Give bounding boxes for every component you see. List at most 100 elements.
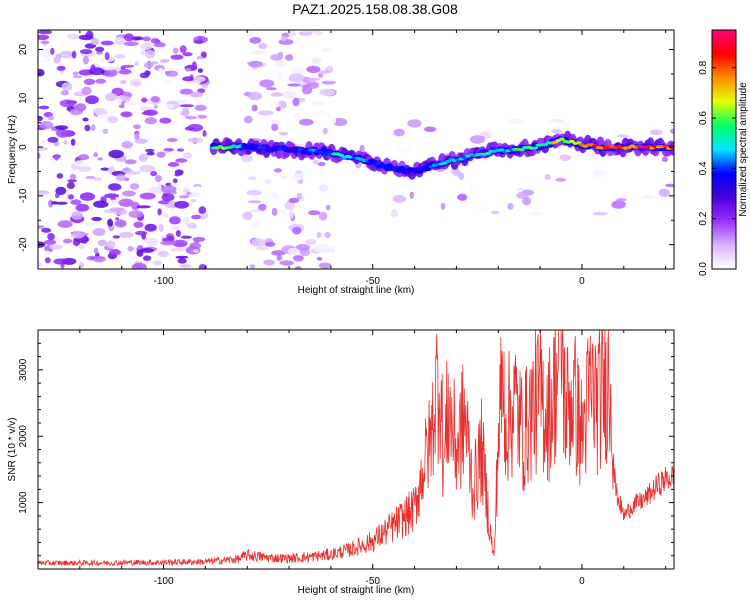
noise-blob	[279, 208, 288, 213]
noise-blob	[95, 46, 105, 53]
noise-blob	[294, 266, 302, 269]
noise-blob	[138, 164, 155, 173]
noise-blob	[190, 199, 197, 203]
noise-blob	[38, 105, 50, 110]
noise-blob	[90, 64, 96, 72]
noise-blob	[144, 223, 157, 232]
noise-blob	[128, 210, 144, 219]
noise-blob	[55, 201, 68, 205]
noise-blob	[150, 170, 158, 177]
noise-blob	[59, 99, 75, 108]
noise-blob	[191, 61, 197, 71]
noise-blob	[85, 175, 95, 180]
noise-blob	[107, 218, 114, 227]
ridge-core	[391, 166, 398, 170]
noise-blob	[313, 221, 319, 230]
noise-blob	[38, 30, 53, 35]
noise-blob	[85, 95, 99, 105]
noise-blob	[116, 98, 122, 106]
noise-blob	[298, 31, 313, 36]
noise-blob	[277, 100, 287, 109]
noise-blob	[70, 231, 85, 239]
noise-blob	[133, 124, 141, 129]
noise-blob	[249, 37, 262, 44]
colorbar: 0.0 0.2 0.4 0.6 0.8 Normalized spectral ampli…	[698, 29, 749, 276]
ridge-core	[662, 144, 669, 148]
noise-blob	[264, 179, 273, 184]
noise-blob	[69, 173, 77, 180]
noise-blob	[285, 54, 294, 61]
noise-blob	[147, 240, 158, 247]
noise-blob	[316, 232, 322, 238]
noise-blob	[275, 59, 286, 68]
noise-blob	[202, 130, 207, 137]
noise-blob	[250, 50, 266, 55]
noise-blob	[279, 131, 289, 136]
noise-blob	[179, 264, 192, 268]
noise-blob	[159, 59, 170, 63]
noise-blob	[424, 126, 437, 132]
noise-blob	[157, 182, 162, 192]
y-axis-label: SNR (10 * v/v)	[7, 418, 18, 482]
noise-blob	[146, 151, 155, 156]
noise-blob	[92, 228, 106, 236]
noise-blob	[120, 80, 127, 84]
noise-blob	[93, 200, 109, 208]
y-axis-label: Frequency (Hz)	[7, 115, 18, 184]
ridge-core	[485, 151, 492, 155]
noise-blob	[325, 204, 331, 211]
noise-blob	[43, 111, 53, 118]
noise-blob	[114, 36, 125, 46]
noise-blob	[187, 124, 204, 132]
noise-blob	[642, 194, 656, 200]
noise-blob	[66, 181, 75, 190]
noise-blob	[247, 30, 254, 37]
noise-blob	[271, 250, 286, 256]
noise-blob	[317, 112, 332, 119]
noise-blob	[649, 123, 659, 128]
noise-blob	[90, 38, 100, 45]
noise-blob	[193, 76, 206, 83]
noise-blob	[163, 212, 169, 218]
noise-blob	[287, 83, 301, 87]
noise-blob	[160, 185, 177, 193]
noise-blob	[38, 225, 45, 229]
snr-data	[38, 330, 674, 567]
noise-blob	[392, 195, 407, 203]
noise-blob	[94, 247, 99, 255]
noise-blob	[93, 255, 106, 263]
colorbar-tick-label: 0.4	[698, 161, 709, 175]
noise-blob	[173, 47, 179, 54]
noise-blob	[242, 211, 253, 221]
noise-blob	[271, 207, 278, 216]
noise-blob	[241, 154, 253, 163]
noise-blob	[359, 145, 365, 152]
noise-blob	[127, 246, 134, 252]
snr-panel: -100 -50 0 1000 2000 3000 Height of straight l…	[7, 329, 675, 596]
colorbar-tick-label: 0.6	[698, 111, 709, 125]
noise-blob	[38, 115, 43, 122]
noise-blob	[56, 65, 66, 71]
noise-blob	[55, 192, 60, 199]
noise-blob	[270, 54, 283, 61]
noise-blob	[97, 239, 108, 247]
noise-blob	[306, 81, 319, 89]
noise-blob	[138, 153, 149, 162]
noise-blob	[115, 174, 126, 182]
colorbar-gradient	[711, 29, 737, 270]
noise-blob	[193, 40, 204, 44]
noise-blob	[54, 154, 59, 161]
noise-blob	[314, 244, 330, 254]
noise-blob	[188, 201, 194, 207]
y-tick-label: 3000	[18, 358, 29, 381]
noise-blob	[124, 159, 137, 165]
noise-blob	[39, 57, 50, 63]
noise-blob	[121, 141, 133, 149]
noise-blob	[61, 82, 73, 91]
noise-blob	[516, 191, 528, 199]
noise-blob	[189, 91, 203, 98]
noise-blob	[288, 73, 305, 82]
noise-blob	[93, 177, 102, 181]
noise-blob	[47, 233, 55, 241]
noise-blob	[55, 125, 69, 130]
